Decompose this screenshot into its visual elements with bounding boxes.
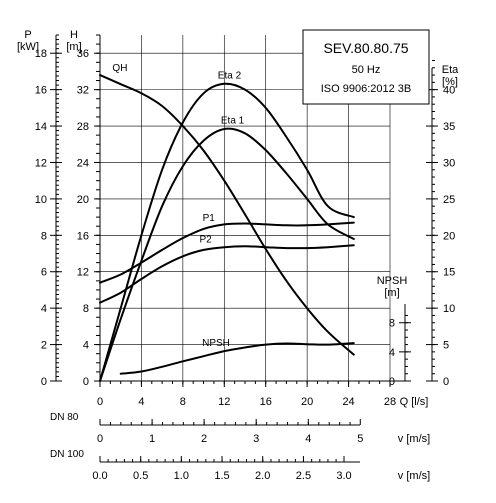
p-tick-label: 8	[41, 230, 47, 242]
eta-tick-label: 0	[443, 376, 449, 388]
series-eta-1-label: Eta 1	[221, 116, 245, 127]
pump-model: SEV.80.80.75	[323, 40, 408, 56]
h-axis-unit: [m]	[66, 41, 81, 53]
eta-tick-label: 20	[443, 230, 455, 242]
h-tick-label: 4	[83, 340, 89, 352]
series: QH Eta 2 Eta 1 P1 P2 NPSH	[99, 63, 355, 382]
eta-axis-label: Eta	[442, 64, 459, 76]
h-tick-label: 0	[83, 376, 89, 388]
npsh-tick-label: 0	[389, 376, 395, 388]
x-axis-label: Q [l/s]	[400, 396, 429, 408]
title-box-frame	[302, 29, 430, 105]
q-tick-label: 24	[342, 396, 354, 408]
eta-tick-label: 10	[443, 303, 455, 315]
p-tick-label: 6	[41, 267, 47, 279]
eta-tick-label: 15	[443, 267, 455, 279]
series-qh-label: QH	[112, 63, 127, 74]
p-axis-unit: [kW]	[17, 41, 39, 53]
velocity-tick-label: 1.0	[174, 470, 189, 482]
q-tick-label: 12	[218, 396, 230, 408]
p-tick-label: 4	[41, 303, 47, 315]
npsh-tick-label: 4	[389, 347, 395, 359]
p-tick-label: 12	[35, 157, 47, 169]
velocity-tick-label: 2	[201, 433, 207, 445]
h-tick-label: 32	[77, 85, 89, 97]
h-tick-label: 12	[77, 267, 89, 279]
p-axis-label: P	[24, 29, 31, 41]
series-eta-2-line	[99, 82, 355, 382]
series-npsh-label: NPSH	[202, 338, 230, 349]
eta-tick-label: 25	[443, 194, 455, 206]
p-tick-label: 16	[35, 85, 47, 97]
series-p2-label: P2	[200, 235, 213, 246]
q-tick-label: 20	[301, 396, 313, 408]
dn100-label: DN 100	[50, 449, 84, 460]
h-tick-label: 28	[77, 121, 89, 133]
velocity-tick-label: 1.5	[214, 470, 229, 482]
velocity-tick-label: 5	[357, 433, 363, 445]
q-tick-label: 4	[138, 396, 144, 408]
eta-tick-label: 30	[443, 157, 455, 169]
eta-tick-label: 5	[443, 340, 449, 352]
p-tick-label: 18	[35, 48, 47, 60]
velocity-tick-label: 0.0	[92, 470, 107, 482]
q-tick-label: 16	[260, 396, 272, 408]
velocity-tick-label: 0.5	[133, 470, 148, 482]
series-p2-line	[99, 244, 355, 304]
velocity-tick-label: 3	[253, 433, 259, 445]
h-tick-label: 20	[77, 194, 89, 206]
q-tick-label: 0	[97, 396, 103, 408]
standard: ISO 9906:2012 3B	[321, 83, 412, 95]
title-box: SEV.80.80.75 50 Hz ISO 9906:2012 3B	[302, 29, 430, 105]
series-eta-2-label: Eta 2	[218, 70, 242, 81]
series-p1-label: P1	[203, 213, 216, 224]
p-tick-label: 14	[35, 121, 47, 133]
series-eta-1-line	[99, 127, 355, 382]
npsh-axis-unit: [m]	[384, 287, 399, 299]
q-tick-label: 8	[180, 396, 186, 408]
eta-axis-unit: [%]	[442, 76, 458, 88]
velocity-tick-label: 2.0	[255, 470, 270, 482]
eta-tick-label: 40	[443, 85, 455, 97]
q-tick-label: 28	[384, 396, 396, 408]
p-tick-label: 0	[41, 376, 47, 388]
npsh-tick-label: 8	[389, 318, 395, 330]
p-tick-label: 2	[41, 340, 47, 352]
velocity-tick-label: 2.5	[296, 470, 311, 482]
velocity-tick-label: 3.0	[336, 470, 351, 482]
h-tick-label: 24	[77, 157, 89, 169]
dn80-label: DN 80	[50, 412, 79, 423]
npsh-axis-label: NPSH	[377, 275, 408, 287]
dn80-unit: v [m/s]	[398, 433, 430, 445]
h-tick-label: 36	[77, 48, 89, 60]
velocity-tick-label: 1	[149, 433, 155, 445]
series-p1-line	[99, 221, 355, 284]
eta-tick-label: 35	[443, 121, 455, 133]
velocity-tick-label: 4	[305, 433, 311, 445]
velocity-tick-label: 0	[97, 433, 103, 445]
dn100-unit: v [m/s]	[398, 470, 430, 482]
series-qh-line	[99, 74, 355, 356]
h-tick-label: 16	[77, 230, 89, 242]
h-tick-label: 8	[83, 303, 89, 315]
p-tick-label: 10	[35, 194, 47, 206]
series-npsh-line	[119, 342, 355, 375]
frequency: 50 Hz	[352, 64, 381, 76]
axes: 0246810121416180481216202428323605101520…	[35, 34, 455, 482]
h-axis-label: H	[70, 29, 78, 41]
